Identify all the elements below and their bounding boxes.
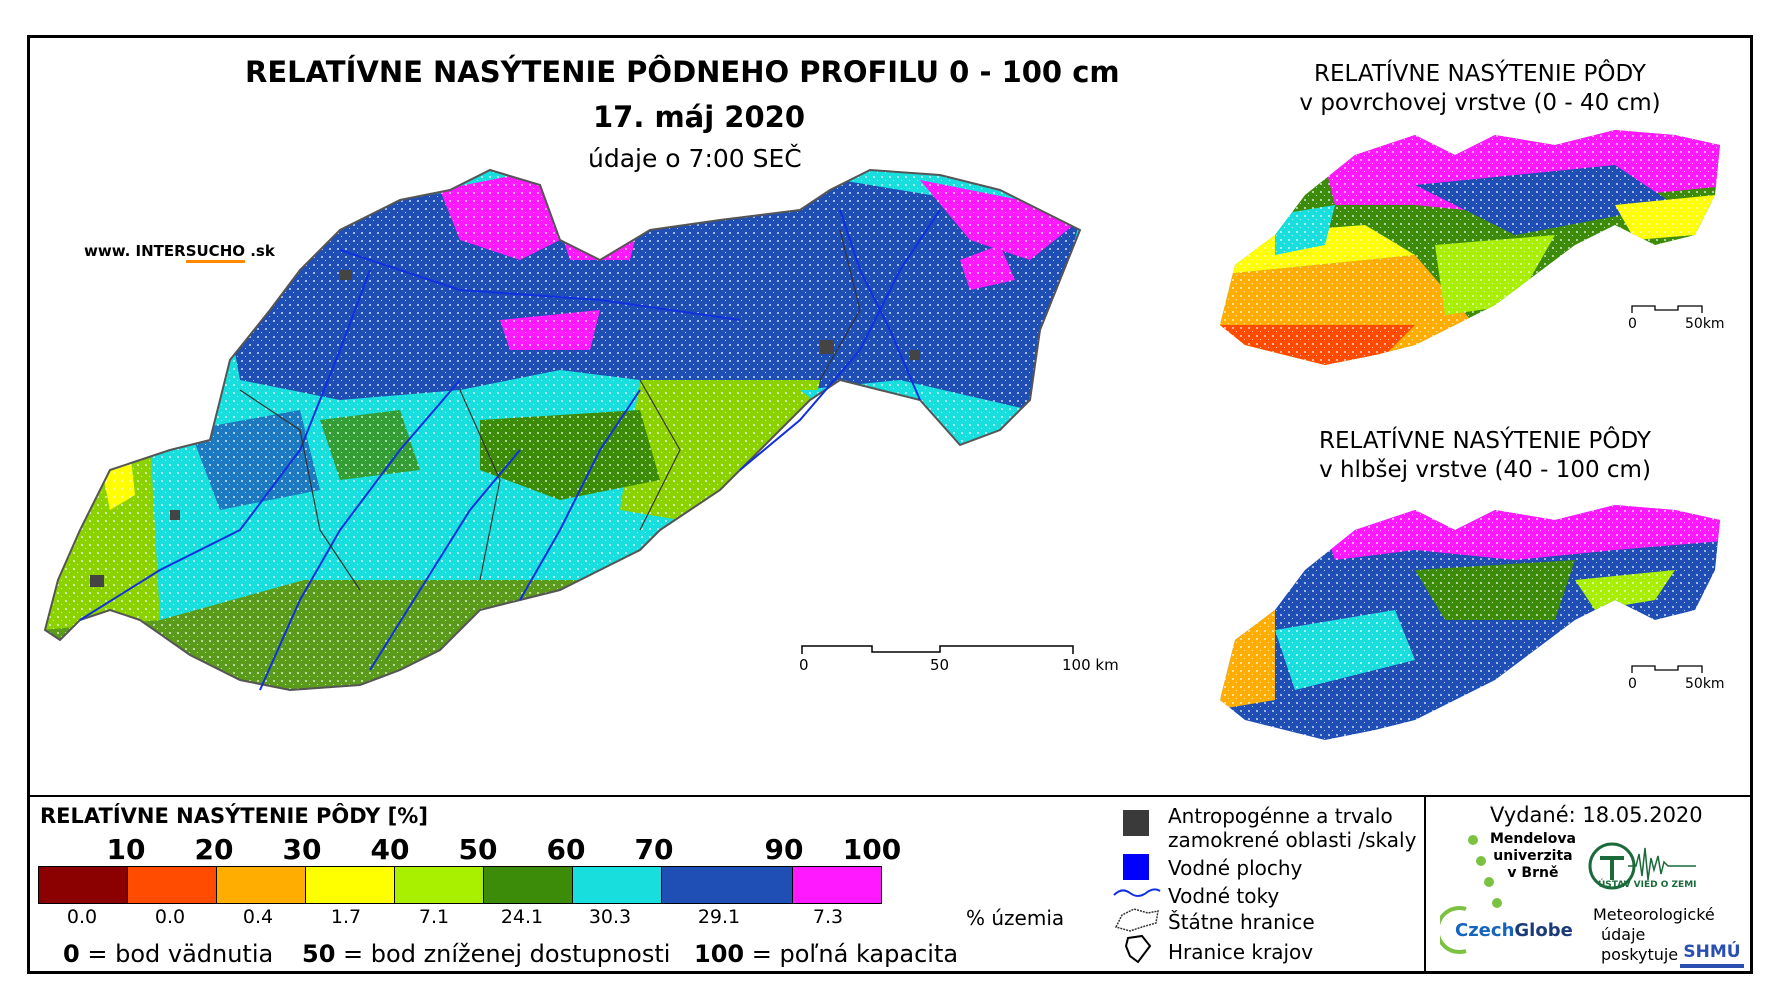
rivers-label: Vodné toky (1168, 884, 1280, 908)
legend-pct-2: 0.4 (242, 906, 274, 928)
map-frame (27, 35, 1753, 974)
inset1-scale-bar (1631, 305, 1703, 313)
legend-swatch-2 (216, 867, 305, 903)
footnote-reduced: 50 = bod zníženej dostupnosti (302, 940, 670, 968)
mendel-line-2: univerzita (1493, 848, 1573, 864)
legend-swatch-5 (483, 867, 572, 903)
legend-threshold-60: 60 (546, 833, 586, 866)
inset1-scale-50: 50km (1685, 316, 1725, 332)
inset2-title-line1: RELATÍVNE NASÝTENIE PÔDY (1319, 428, 1651, 454)
scale-label-50: 50 (930, 656, 950, 674)
legend-swatch-0 (39, 867, 127, 903)
scale-label-100: 100 km (1062, 656, 1119, 674)
legend-swatch-3 (305, 867, 394, 903)
shmu-logo: SHMÚ (1680, 940, 1744, 968)
mendel-logo: Mendelova univerzita v Brně (1490, 831, 1576, 882)
legend-threshold-100: 100 (842, 833, 902, 866)
footnote-wilting-value: 0 (63, 940, 80, 968)
legend-color-bar (38, 866, 882, 904)
czechglobe-arc (1440, 906, 1467, 954)
pct-unit: % územia (966, 906, 1065, 930)
legend-pct-4: 7.1 (418, 906, 450, 928)
legend-threshold-90: 90 (764, 833, 804, 866)
mendel-line-1: Mendelova (1490, 831, 1576, 847)
mendel-dot-3 (1484, 877, 1494, 887)
inset2-scale-bar (1631, 665, 1703, 673)
map-date: 17. máj 2020 (593, 100, 806, 134)
website-highlight: SUCHO (185, 242, 245, 263)
legend-threshold-20: 20 (194, 833, 234, 866)
anthropogenic-label-2: zamokrené oblasti /skaly (1168, 828, 1417, 852)
map-title: RELATÍVNE NASÝTENIE PÔDNEHO PROFILU 0 - … (245, 55, 1120, 89)
footnote-wilting: 0 = bod vädnutia (63, 940, 273, 968)
footnote-capacity: 100 = poľná kapacita (694, 940, 958, 968)
state-border-symbol (1114, 908, 1159, 932)
scale-label-0: 0 (799, 656, 809, 674)
main-scale-bar (801, 645, 1074, 654)
legend-swatch-8 (792, 867, 881, 903)
legend-threshold-70: 70 (634, 833, 674, 866)
anthropogenic-swatch (1123, 810, 1149, 836)
met-provider-text: Meteorologické údaje poskytuje: (1593, 905, 1715, 965)
inset2-map (1220, 505, 1720, 740)
legend-threshold-30: 30 (282, 833, 322, 866)
legend-threshold-10: 10 (106, 833, 146, 866)
water-bodies-label: Vodné plochy (1168, 856, 1303, 880)
footnote-capacity-text: = poľná kapacita (751, 940, 959, 968)
legend-pct-7: 29.1 (697, 906, 741, 928)
issued-divider (1424, 795, 1426, 974)
legend-title: RELATÍVNE NASÝTENIE PÔDY [%] (40, 804, 428, 828)
legend-pct-5: 24.1 (500, 906, 544, 928)
legend-swatch-4 (394, 867, 483, 903)
czechglobe-czech: Czech (1455, 920, 1515, 941)
footnote-reduced-text: = bod zníženej dostupnosti (343, 940, 671, 968)
time-note: údaje o 7:00 SEČ (588, 144, 802, 173)
inset1-title-line1: RELATÍVNE NASÝTENIE PÔDY (1314, 61, 1646, 87)
mendel-line-3: v Brně (1507, 865, 1559, 881)
mendel-dot-2 (1476, 856, 1486, 866)
mendel-dot-1 (1468, 835, 1478, 845)
met-line-1: Meteorologické (1593, 905, 1715, 924)
czechglobe-globe: Globe (1514, 920, 1573, 941)
main-map (44, 169, 1081, 691)
legend-threshold-40: 40 (370, 833, 410, 866)
footnote-reduced-value: 50 (302, 940, 336, 968)
legend-pct-1: 0.0 (154, 906, 186, 928)
inset1-title-line2: v povrchovej vrstve (0 - 40 cm) (1299, 90, 1661, 116)
footnote-wilting-text: = bod vädnutia (87, 940, 274, 968)
legend-pct-6: 30.3 (588, 906, 632, 928)
met-line-2: údaje (1601, 925, 1646, 944)
website-prefix: www. INTER (84, 242, 186, 260)
inset1-map (1220, 130, 1720, 365)
legend-pct-0: 0.0 (66, 906, 98, 928)
met-line-3: poskytuje: (1601, 945, 1684, 964)
legend-swatch-6 (572, 867, 661, 903)
uvz-logo-graphic (1588, 842, 1696, 890)
region-border-label: Hranice krajov (1168, 940, 1314, 964)
rivers-symbol (1113, 888, 1161, 897)
inset2-scale-0: 0 (1628, 676, 1637, 692)
czechglobe-logo: CzechGlobe (1455, 920, 1573, 941)
legend-swatch-7 (661, 867, 792, 903)
legend-swatch-1 (127, 867, 216, 903)
inset2-title-line2: v hlbšej vrstve (40 - 100 cm) (1319, 457, 1651, 483)
mendel-dot-4 (1492, 898, 1502, 908)
website-label[interactable]: www. INTERSUCHO .sk (84, 242, 275, 263)
footnote-capacity-value: 100 (694, 940, 745, 968)
legend-pct-8: 7.3 (812, 906, 844, 928)
website-suffix: .sk (250, 242, 275, 260)
water-bodies-swatch (1123, 854, 1149, 880)
legend-divider (27, 795, 1753, 797)
region-border-symbol (1124, 934, 1152, 964)
issued-date: Vydané: 18.05.2020 (1490, 803, 1703, 827)
legend-pct-3: 1.7 (330, 906, 362, 928)
legend-threshold-50: 50 (458, 833, 498, 866)
state-border-label: Štátne hranice (1168, 910, 1315, 934)
uvz-label: ÚSTAV VIED O ZEMI (1598, 880, 1697, 890)
inset1-scale-0: 0 (1628, 316, 1637, 332)
anthropogenic-label-1: Antropogénne a trvalo (1168, 804, 1393, 828)
inset2-scale-50: 50km (1685, 676, 1725, 692)
